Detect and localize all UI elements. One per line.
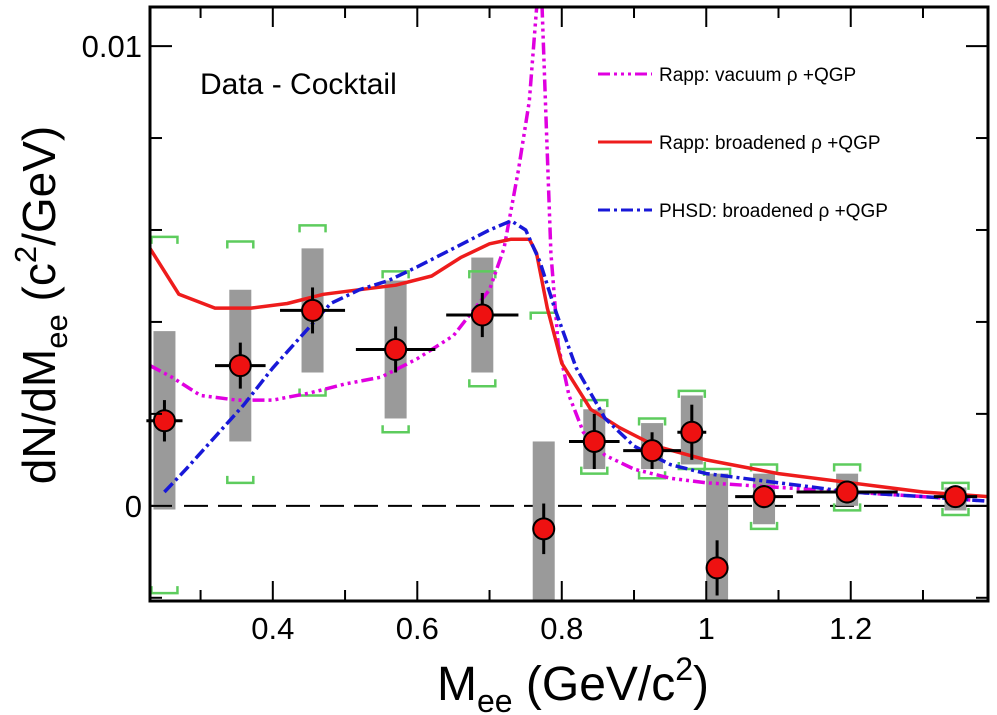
data-point: [752, 485, 776, 509]
data-point: [301, 298, 325, 322]
x-tick-label: 0.8: [540, 611, 583, 646]
y-axis-title-sub: ee: [39, 314, 74, 348]
x-tick-label: 0.6: [396, 611, 439, 646]
x-tick-labels: 0.4 0.6 0.8 1 1.2: [251, 611, 872, 646]
bracket-top: [832, 463, 862, 472]
y-axis-title-main: dN/dM: [13, 349, 65, 484]
y-axis-title-sup: 2: [8, 246, 43, 263]
data-point: [152, 409, 176, 433]
bracket-bottom: [580, 466, 609, 475]
x-axis-title-main: M: [437, 658, 477, 711]
y-tick-labels: 00.01: [82, 29, 142, 524]
brackets-layer: [150, 224, 970, 595]
data-point: [835, 480, 859, 504]
data-point: [705, 556, 729, 580]
x-tick-label: 1: [698, 611, 715, 646]
x-axis-title-sup: 2: [675, 651, 693, 687]
legend: Rapp: vacuum ρ +QGP Rapp: broadened ρ +Q…: [598, 65, 888, 222]
x-axis-title-sub: ee: [477, 683, 513, 715]
data-point: [470, 303, 494, 327]
bracket-bottom: [226, 475, 255, 485]
y-tick-label: 0: [125, 489, 142, 524]
bracket-top: [381, 270, 410, 279]
legend-label-broadened: Rapp: broadened ρ +QGP: [659, 133, 881, 154]
data-markers: [152, 298, 967, 580]
x-axis-title-unit: (GeV/c: [513, 658, 676, 711]
x-tick-label: 1.2: [829, 611, 872, 646]
legend-label-vacuum: Rapp: vacuum ρ +QGP: [659, 65, 856, 86]
bracket-top: [677, 389, 707, 398]
data-point: [532, 517, 556, 541]
curve-phsd: [163, 219, 988, 503]
axis-ticks: [150, 7, 988, 601]
data-point: [384, 338, 408, 362]
x-axis-title-close: ): [693, 658, 709, 711]
bracket-bottom: [749, 521, 779, 531]
bracket-bottom: [381, 425, 410, 434]
bracket-bottom: [298, 388, 327, 397]
curve-vacuum-rho: [150, 7, 988, 503]
data-point: [943, 485, 967, 509]
x-tick-label: 0.4: [251, 611, 294, 646]
plot-frame: [148, 5, 990, 603]
bracket-bottom: [637, 471, 667, 480]
curve-broadened-rho: [150, 237, 988, 499]
data-point: [640, 439, 664, 463]
model-curves: [150, 7, 988, 503]
data-point: [582, 429, 606, 453]
data-point: [680, 420, 704, 444]
y-axis-title: dN/dMee (c2/GeV): [8, 126, 74, 484]
x-axis-title: Mee (GeV/c2): [437, 651, 709, 715]
bracket-bottom: [468, 379, 497, 388]
bracket-bottom: [941, 508, 970, 517]
bracket-top: [298, 224, 327, 233]
y-axis-title-close: /GeV): [13, 126, 65, 246]
y-tick-label: 0.01: [82, 29, 142, 64]
y-axis-title-unit: (c: [13, 263, 65, 314]
data-point: [228, 354, 252, 378]
bracket-bottom: [832, 503, 862, 512]
bracket-top: [226, 240, 255, 249]
legend-label-phsd: PHSD: broadened ρ +QGP: [659, 201, 888, 222]
bracket-top: [637, 417, 667, 426]
annotation-text: Data - Cocktail: [200, 68, 397, 101]
bracket-top: [468, 270, 497, 279]
bracket-top: [941, 481, 970, 490]
